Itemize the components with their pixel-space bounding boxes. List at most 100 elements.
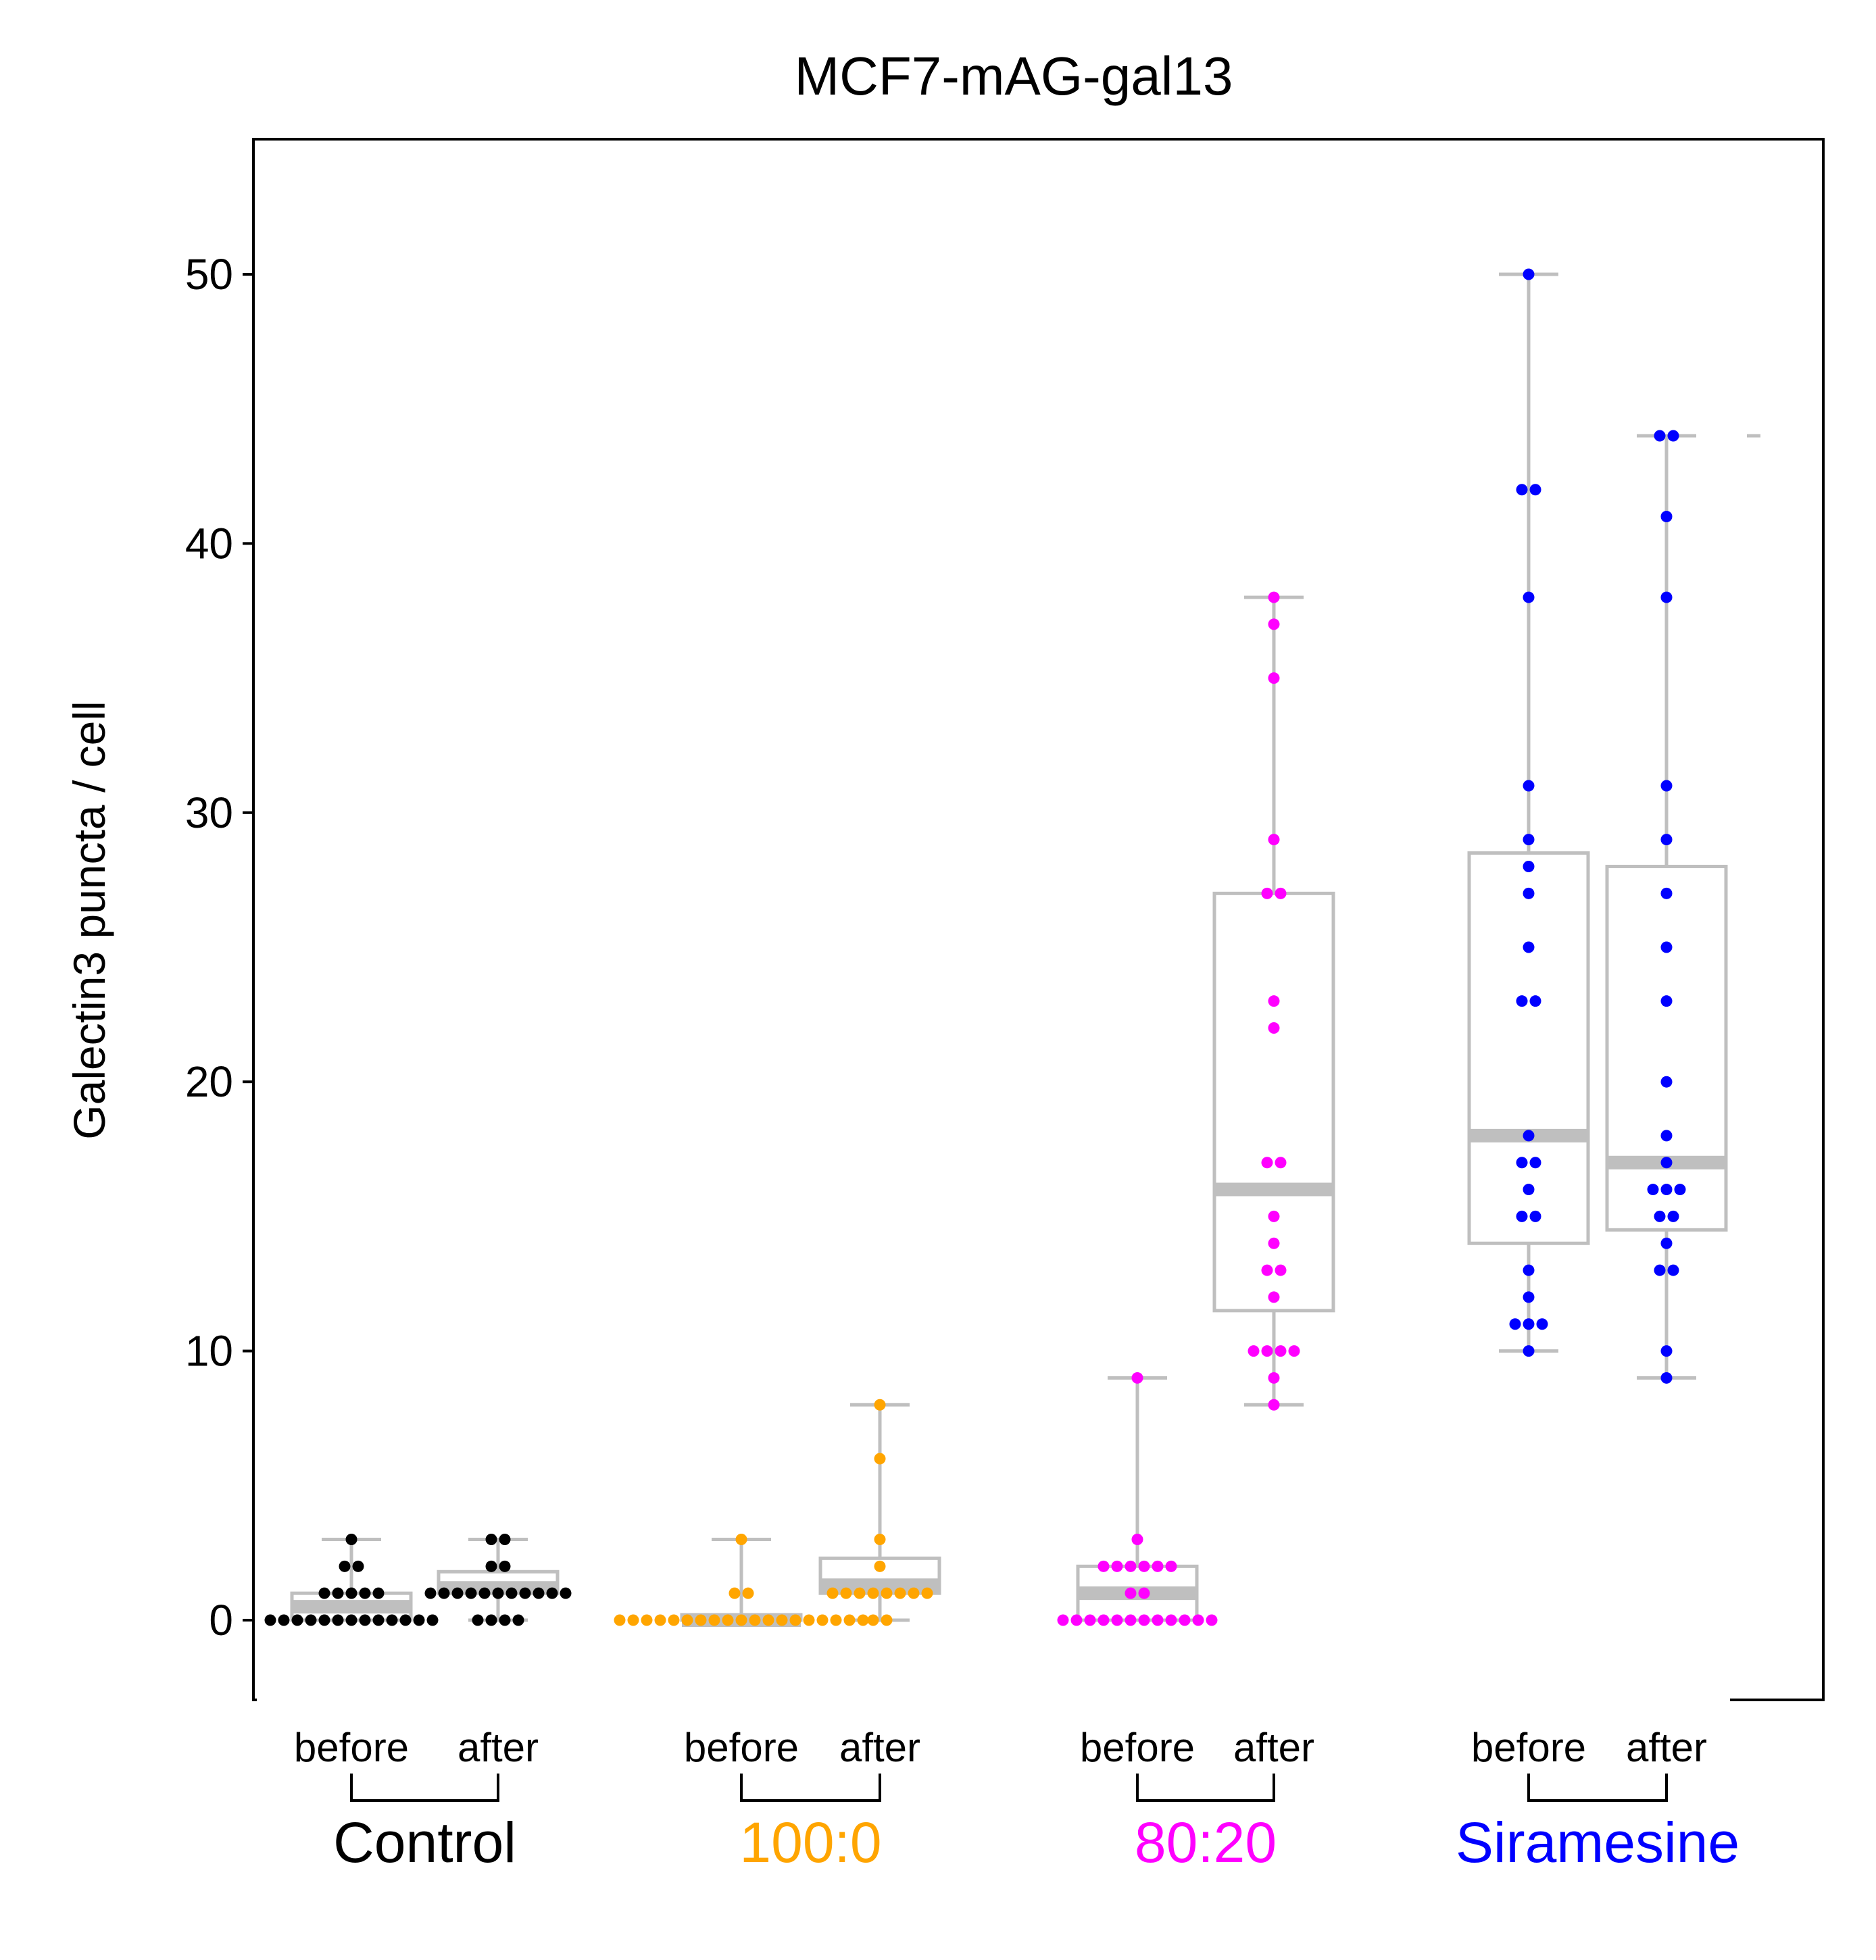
data-point-control-before <box>399 1614 412 1626</box>
data-point-control-before <box>359 1614 371 1626</box>
data-point-80-20-before <box>1125 1614 1137 1626</box>
y-tick-label: 0 <box>209 1596 233 1644</box>
data-point-80-20-after <box>1261 1157 1273 1169</box>
data-point-100-0-before <box>695 1614 707 1626</box>
data-point-control-after <box>519 1587 531 1599</box>
data-point-80-20-before <box>1138 1560 1150 1572</box>
data-point-siramesine-after <box>1667 1264 1679 1276</box>
data-point-siramesine-before <box>1523 834 1535 846</box>
box-iqr <box>1212 891 1335 1313</box>
data-point-control-after <box>492 1587 504 1599</box>
data-point-80-20-after <box>1268 995 1280 1007</box>
y-axis: 0 10 20 30 40 50 <box>185 250 253 1644</box>
x-label-before: before <box>1471 1725 1586 1770</box>
data-point-80-20-after <box>1268 1372 1280 1384</box>
y-tick-label: 50 <box>185 250 233 299</box>
data-point-80-20-before <box>1125 1587 1137 1599</box>
data-point-control-before <box>264 1614 276 1626</box>
data-point-control-before <box>332 1587 344 1599</box>
data-point-100-0-after <box>874 1560 886 1572</box>
data-point-100-0-before <box>789 1614 801 1626</box>
data-point-control-before <box>345 1587 357 1599</box>
x-label-after: after <box>1233 1725 1314 1770</box>
data-point-80-20-after <box>1288 1345 1300 1357</box>
data-point-80-20-before <box>1206 1614 1218 1626</box>
box-2 <box>680 1537 803 1627</box>
x-label-before: before <box>684 1725 799 1770</box>
data-point-100-0-before <box>843 1614 856 1626</box>
box-5 <box>1212 595 1335 1407</box>
data-point-100-0-before <box>722 1614 734 1626</box>
data-point-siramesine-before <box>1523 1345 1535 1357</box>
group-bracket <box>1136 1774 1275 1802</box>
data-point-siramesine-before <box>1523 1318 1535 1330</box>
group-label: 100:0 <box>739 1811 881 1874</box>
y-tick-label: 10 <box>185 1327 233 1376</box>
box-3 <box>818 1403 941 1622</box>
data-point-80-20-after <box>1261 887 1273 899</box>
data-point-control-before <box>352 1560 364 1572</box>
data-point-80-20-after <box>1248 1345 1260 1357</box>
data-point-80-20-before <box>1097 1614 1110 1626</box>
data-point-100-0-after <box>881 1587 893 1599</box>
data-point-80-20-before <box>1138 1614 1150 1626</box>
data-point-control-before <box>372 1587 385 1599</box>
data-point-80-20-before <box>1192 1614 1204 1626</box>
data-point-80-20-before <box>1084 1614 1096 1626</box>
data-point-100-0-before <box>627 1614 639 1626</box>
data-point-control-after <box>485 1614 497 1626</box>
data-point-100-0-before <box>857 1614 869 1626</box>
data-point-siramesine-after <box>1660 1372 1673 1384</box>
data-point-80-20-before <box>1138 1587 1150 1599</box>
data-point-siramesine-after <box>1660 591 1673 603</box>
data-point-100-0-before <box>803 1614 815 1626</box>
x-label-before: before <box>1080 1725 1195 1770</box>
data-point-100-0-before <box>729 1587 741 1599</box>
data-point-siramesine-after <box>1654 1264 1666 1276</box>
data-point-control-after <box>478 1587 491 1599</box>
data-point-siramesine-before <box>1529 1157 1541 1169</box>
data-point-siramesine-after <box>1660 511 1673 523</box>
data-point-80-20-after <box>1268 1399 1280 1411</box>
data-point-control-before <box>278 1614 290 1626</box>
data-point-siramesine-after <box>1667 1210 1679 1222</box>
data-point-100-0-before <box>668 1614 680 1626</box>
data-point-80-20-after <box>1275 1264 1287 1276</box>
data-point-control-after <box>499 1614 511 1626</box>
data-point-80-20-after <box>1261 1345 1273 1357</box>
data-point-control-after <box>485 1533 497 1545</box>
data-point-siramesine-after <box>1660 1157 1673 1169</box>
data-point-control-before <box>339 1560 351 1572</box>
data-point-siramesine-before <box>1523 780 1535 792</box>
group-label: Siramesine <box>1456 1811 1739 1874</box>
data-point-siramesine-before <box>1523 1264 1535 1276</box>
data-point-100-0-after <box>908 1587 920 1599</box>
data-point-control-before <box>345 1533 357 1545</box>
box-7 <box>1605 434 1728 1380</box>
data-point-siramesine-before <box>1523 268 1535 280</box>
data-point-siramesine-after <box>1660 995 1673 1007</box>
data-point-80-20-before <box>1070 1614 1083 1626</box>
data-point-control-before <box>318 1614 330 1626</box>
data-point-80-20-after <box>1268 1237 1280 1249</box>
data-point-100-0-before <box>735 1614 747 1626</box>
data-point-100-0-after <box>874 1399 886 1411</box>
data-point-80-20-after <box>1275 887 1287 899</box>
box-0 <box>290 1537 413 1622</box>
group-label: Control <box>333 1811 516 1874</box>
data-point-control-after <box>499 1560 511 1572</box>
y-tick-label: 30 <box>185 788 233 837</box>
x-label-before: before <box>294 1725 409 1770</box>
data-point-control-after <box>472 1614 484 1626</box>
data-point-control-before <box>413 1614 425 1626</box>
data-point-80-20-before <box>1152 1614 1164 1626</box>
data-point-control-after <box>451 1587 464 1599</box>
data-point-80-20-after <box>1268 591 1280 603</box>
data-point-control-after <box>485 1560 497 1572</box>
data-point-100-0-before <box>762 1614 774 1626</box>
data-point-control-after <box>505 1587 518 1599</box>
data-point-siramesine-after <box>1660 780 1673 792</box>
data-point-siramesine-before <box>1516 484 1528 496</box>
data-point-siramesine-before <box>1523 941 1535 953</box>
data-point-control-after <box>533 1587 545 1599</box>
